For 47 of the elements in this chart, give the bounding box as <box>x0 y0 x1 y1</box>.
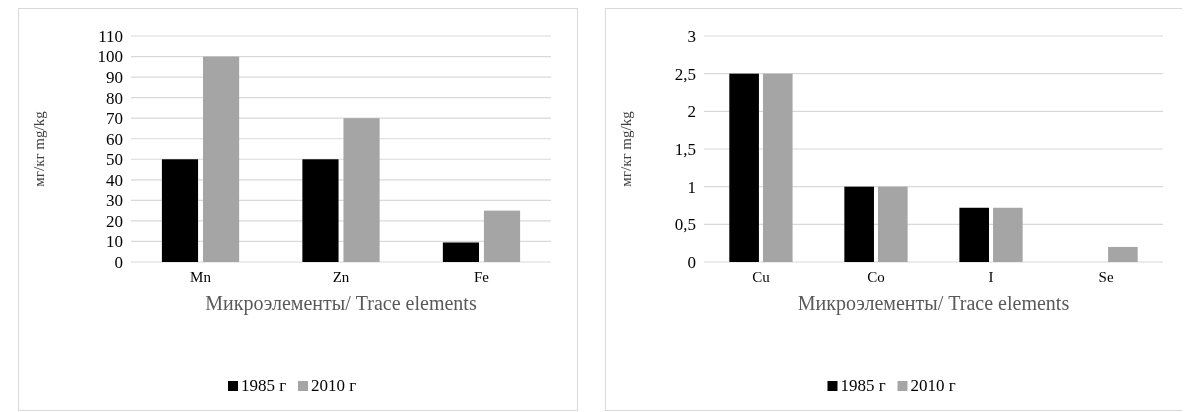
y-tick-label: 1 <box>687 177 696 197</box>
y-tick-label: 50 <box>106 150 123 170</box>
y-tick-label: 60 <box>106 129 123 149</box>
y-tick-label: 0 <box>687 252 696 272</box>
legend-label: 1985 г <box>840 376 886 395</box>
y-tick-label: 0 <box>114 252 123 272</box>
bar <box>343 118 380 262</box>
y-tick-label: 40 <box>106 170 123 190</box>
y-tick-label: 20 <box>106 211 123 231</box>
y-tick-label: 80 <box>106 88 123 108</box>
y-tick-label: 30 <box>106 191 123 211</box>
bar <box>442 242 479 262</box>
x-tick-label: Se <box>1098 269 1114 285</box>
bar <box>993 207 1023 262</box>
legend-label: 2010 г <box>910 376 956 395</box>
x-tick-label: Co <box>867 269 885 285</box>
bar <box>161 159 199 262</box>
legend-label: 1985 г <box>241 376 287 395</box>
bar <box>483 210 521 262</box>
x-tick-label: Fe <box>473 269 490 285</box>
bar <box>1108 246 1138 262</box>
y-tick-label: 0,5 <box>674 215 696 235</box>
legend-label: 2010 г <box>311 376 357 395</box>
y-tick-label: 2 <box>687 102 696 122</box>
y-tick-label: 70 <box>106 109 123 129</box>
bar <box>302 159 339 262</box>
bar <box>959 207 989 262</box>
y-tick-label: 100 <box>97 47 123 67</box>
y-tick-label: 90 <box>106 68 123 88</box>
bar <box>729 73 759 262</box>
x-tick-label: Cu <box>752 269 771 285</box>
x-tick-label: I <box>988 269 994 285</box>
y-tick-label: 10 <box>106 232 123 252</box>
y-tick-label: 110 <box>98 26 123 46</box>
x-axis-title: Микроэлементы/ Trace elements <box>797 292 1070 315</box>
y-tick-label: 1,5 <box>674 139 696 159</box>
x-axis-title: Микроэлементы/ Trace elements <box>205 292 477 315</box>
bar <box>878 186 908 262</box>
y-tick-label: 3 <box>687 26 696 46</box>
bar <box>762 73 793 262</box>
x-tick-label: Mn <box>190 269 212 285</box>
bar <box>203 56 240 262</box>
y-tick-label: 2,5 <box>674 64 696 84</box>
bar <box>844 186 874 262</box>
y-axis-title: мг/кг mg/kg <box>618 110 634 187</box>
y-axis-title: мг/кг mg/kg <box>31 110 47 187</box>
x-tick-label: Zn <box>332 269 350 285</box>
